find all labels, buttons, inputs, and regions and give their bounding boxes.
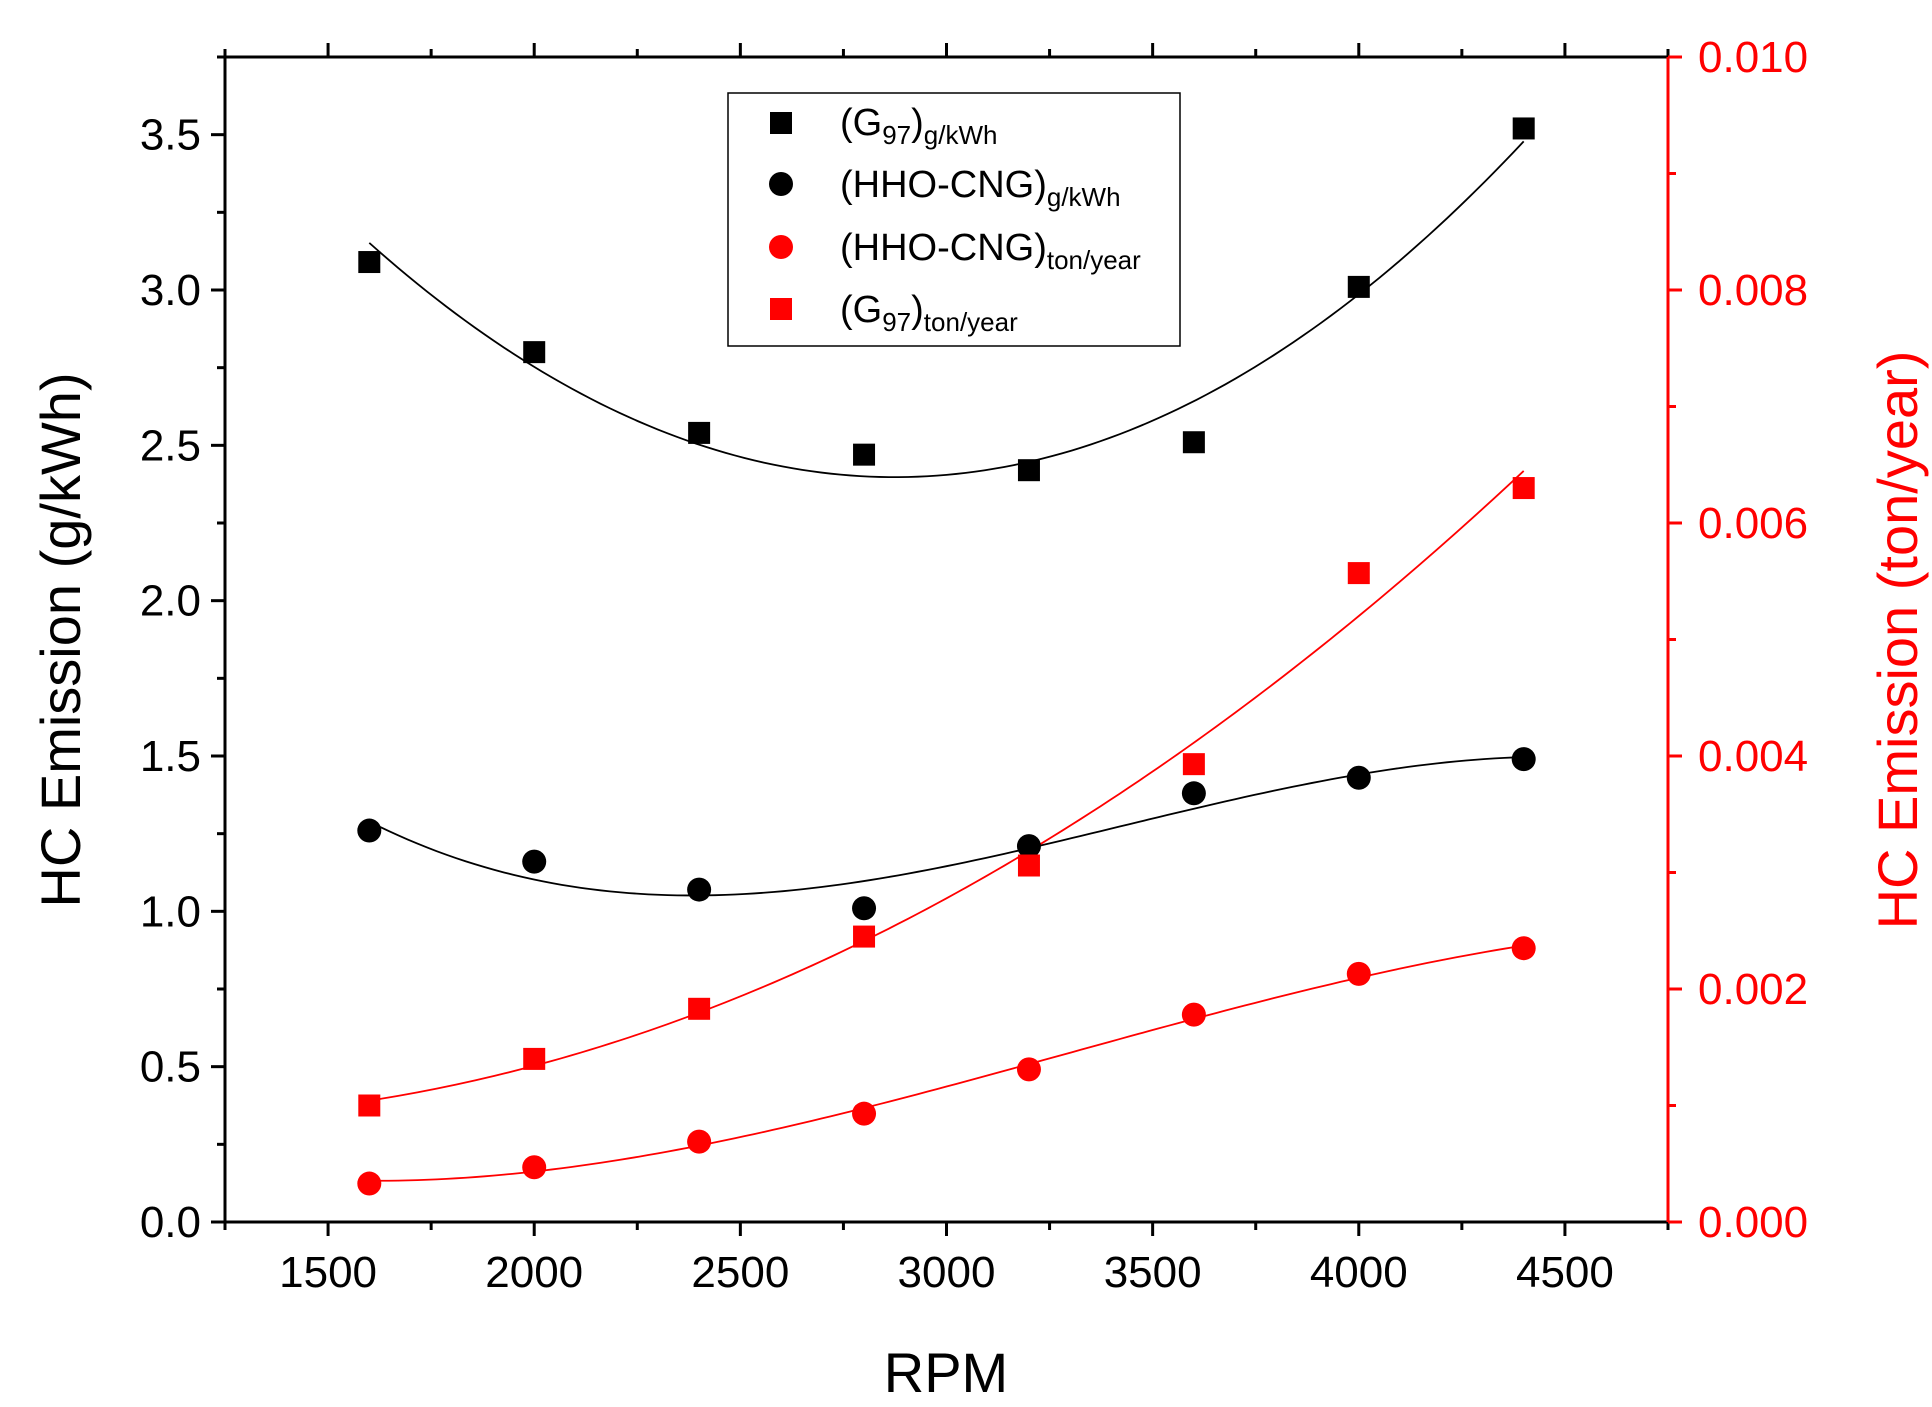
data-point-circle xyxy=(1181,1002,1206,1027)
legend-label-g97-tonyear: (G97)ton/year xyxy=(840,289,1018,337)
data-point-circle xyxy=(357,818,382,843)
data-point-square xyxy=(523,1047,546,1070)
data-point-circle xyxy=(357,1171,382,1196)
data-point-square xyxy=(853,443,876,466)
data-point-square xyxy=(523,341,546,364)
data-point-circle xyxy=(1346,765,1371,790)
data-point-square xyxy=(358,251,381,274)
data-point-circle xyxy=(1511,747,1536,772)
x-tick-label: 3500 xyxy=(1104,1248,1202,1297)
data-point-square xyxy=(1182,431,1205,454)
data-point-square xyxy=(1182,753,1205,776)
data-point-circle xyxy=(1016,834,1041,859)
x-tick-label: 3000 xyxy=(898,1248,996,1297)
y-left-axis-title: HC Emission (g/kWh) xyxy=(29,372,92,907)
legend-box xyxy=(727,92,1181,347)
legend-marker-hho-tonyear xyxy=(769,235,793,259)
data-markers xyxy=(357,117,1536,1196)
data-point-circle xyxy=(687,877,712,902)
data-point-square xyxy=(1512,117,1535,140)
y-right-tick-label: 0.002 xyxy=(1698,965,1808,1014)
x-tick-label: 4000 xyxy=(1310,1248,1408,1297)
fit-curve xyxy=(368,756,1524,897)
fit-curve xyxy=(369,470,1525,1102)
legend-label-g97-gkwh: (G97)g/kWh xyxy=(840,102,997,150)
y-right-axis-title: HC Emission (ton/year) xyxy=(1866,351,1929,930)
fit-curve xyxy=(369,944,1524,1182)
x-tick-label: 1500 xyxy=(279,1248,377,1297)
y-left-tick-label: 0.0 xyxy=(140,1198,201,1247)
data-point-circle xyxy=(1016,1057,1041,1082)
x-tick-label: 2500 xyxy=(691,1248,789,1297)
data-point-circle xyxy=(852,1101,877,1126)
data-point-circle xyxy=(522,1155,547,1180)
legend-marker-g97-gkwh xyxy=(770,112,792,134)
y-right-tick-label: 0.010 xyxy=(1698,33,1808,82)
legend-label-hho-tonyear: (HHO-CNG)ton/year xyxy=(840,227,1141,275)
data-point-square xyxy=(1017,459,1040,482)
data-point-square xyxy=(1512,477,1535,500)
axis-ticks: 1500 2000 2500 3000 3500 4000 4500 0.0 0.5 1.0 1.5… xyxy=(140,33,1808,1297)
data-point-circle xyxy=(522,849,547,874)
fit-curve xyxy=(368,140,1525,479)
data-point-circle xyxy=(1511,936,1536,961)
y-left-tick-label: 1.0 xyxy=(140,887,201,936)
fit-curves xyxy=(368,140,1525,1182)
data-point-square xyxy=(1347,275,1370,298)
data-point-square xyxy=(1017,854,1040,877)
y-left-tick-label: 3.5 xyxy=(140,111,201,160)
legend-label-hho-gkwh: (HHO-CNG)g/kWh xyxy=(840,164,1121,212)
y-right-tick-label: 0.004 xyxy=(1698,732,1808,781)
data-point-square xyxy=(358,1094,381,1117)
data-point-circle xyxy=(852,896,877,921)
legend-marker-g97-tonyear xyxy=(770,298,792,320)
data-point-square xyxy=(688,997,711,1020)
legend: (G97)g/kWh (HHO-CNG)g/kWh (HHO-CNG)ton/y… xyxy=(727,92,1181,347)
legend-marker-hho-gkwh xyxy=(769,172,793,196)
data-point-square xyxy=(688,421,711,444)
x-tick-label: 4500 xyxy=(1516,1248,1614,1297)
data-point-circle xyxy=(1181,781,1206,806)
y-right-tick-label: 0.006 xyxy=(1698,499,1808,548)
data-point-square xyxy=(1347,562,1370,585)
y-left-tick-label: 2.0 xyxy=(140,577,201,626)
y-left-tick-label: 1.5 xyxy=(140,732,201,781)
y-left-tick-label: 0.5 xyxy=(140,1043,201,1092)
y-right-tick-label: 0.000 xyxy=(1698,1198,1808,1247)
x-tick-label: 2000 xyxy=(485,1248,583,1297)
data-point-circle xyxy=(1346,961,1371,986)
y-left-tick-label: 3.0 xyxy=(140,266,201,315)
y-left-tick-label: 2.5 xyxy=(140,421,201,470)
data-point-circle xyxy=(687,1129,712,1154)
data-point-square xyxy=(853,925,876,948)
y-right-tick-label: 0.008 xyxy=(1698,266,1808,315)
x-axis-title: RPM xyxy=(884,1341,1008,1404)
